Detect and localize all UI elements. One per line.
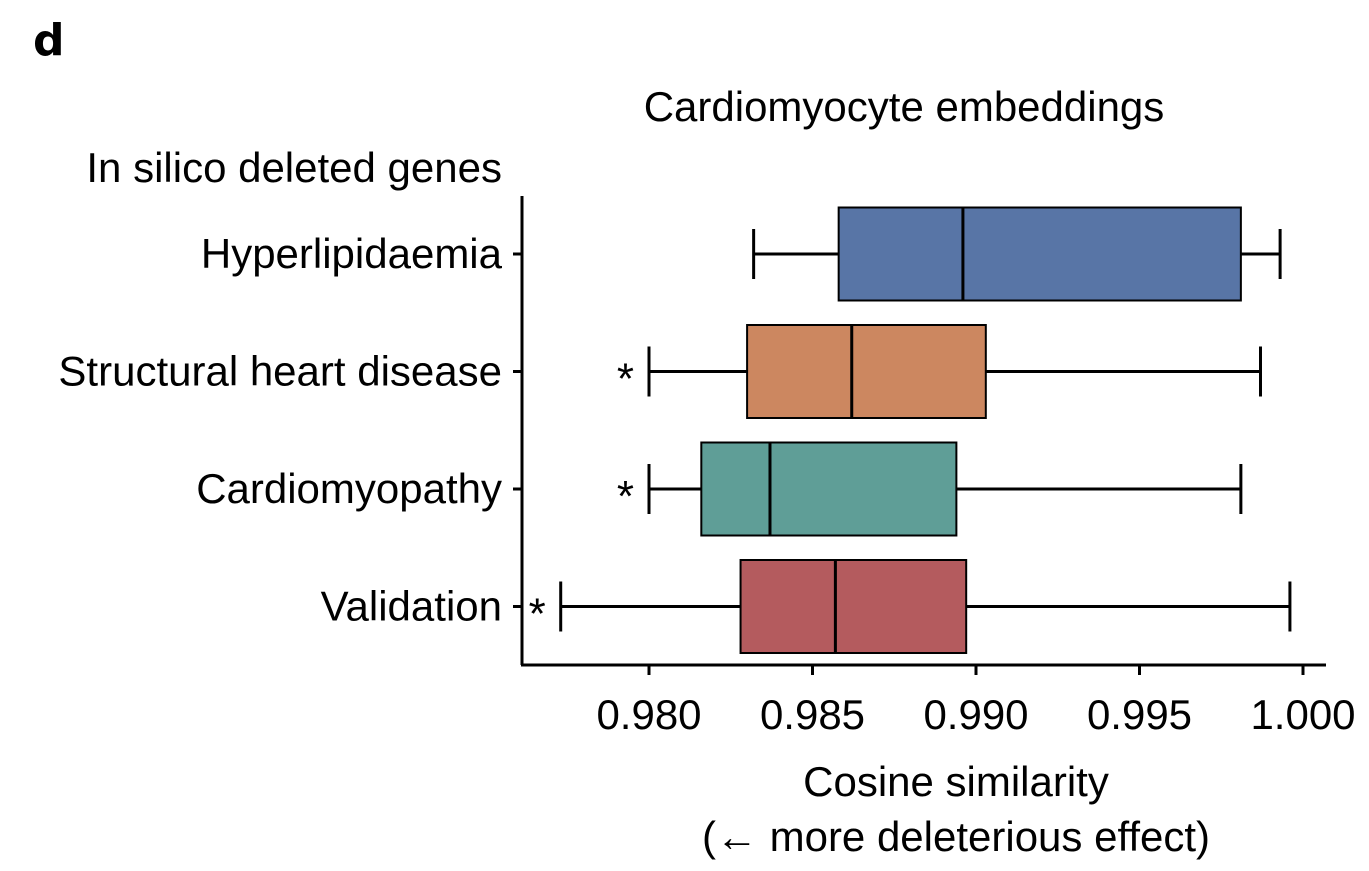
box-group-2: *	[617, 441, 1243, 537]
y-tick-label: Validation	[321, 583, 502, 630]
box-group-1: *	[617, 324, 1262, 419]
x-tick-label: 0.980	[596, 691, 701, 738]
x-ticks: 0.980 0.985 0.990 0.995 1.000	[596, 665, 1356, 738]
significance-marker: *	[617, 472, 634, 521]
x-tick-label: 0.985	[760, 691, 865, 738]
iqr-box	[837, 206, 1242, 302]
x-axis-note: (← more deleterious effect)	[702, 813, 1210, 860]
y-ticks: Hyperlipidaemia Structural heart disease C…	[58, 230, 522, 630]
box-group-0	[752, 206, 1282, 302]
box-group-3: *	[529, 559, 1292, 654]
iqr-box	[746, 324, 987, 419]
significance-marker: *	[529, 590, 546, 639]
y-tick-label: Hyperlipidaemia	[201, 230, 503, 277]
x-tick-label: 0.990	[923, 691, 1028, 738]
x-tick-label: 0.995	[1087, 691, 1192, 738]
x-tick-label: 1.000	[1250, 691, 1355, 738]
y-axis-title: In silico deleted genes	[86, 144, 502, 191]
y-tick-label: Cardiomyopathy	[196, 465, 502, 512]
plot-area: * * *	[529, 206, 1292, 654]
iqr-box	[700, 441, 958, 537]
panel-label: d	[33, 15, 65, 66]
y-tick-label: Structural heart disease	[58, 348, 502, 395]
significance-marker: *	[617, 355, 634, 404]
chart-title: Cardiomyocyte embeddings	[644, 83, 1165, 130]
iqr-box	[739, 559, 968, 654]
x-axis-title: Cosine similarity	[803, 758, 1109, 805]
